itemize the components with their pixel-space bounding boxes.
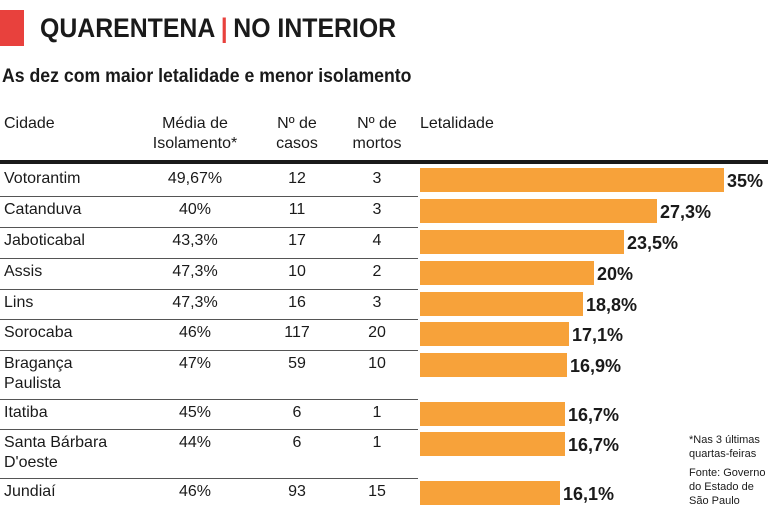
casos-value: 59: [288, 355, 306, 372]
source-line3: São Paulo: [689, 495, 740, 507]
source-line2: do Estado de: [689, 481, 754, 493]
mortos-value: 15: [368, 483, 386, 500]
mortos-value: 3: [372, 170, 382, 187]
city-name: Catanduva: [4, 201, 82, 218]
source-line1: Fonte: Governo: [689, 467, 766, 479]
column-header-casos-line2: casos: [276, 135, 318, 152]
casos-value: 11: [288, 201, 306, 218]
letalidade-bar: [420, 481, 560, 505]
bar-value-label: 27,3%: [660, 202, 712, 222]
bar-value-label: 17,1%: [572, 325, 624, 345]
letalidade-bar: [420, 402, 565, 426]
footnote-line1: *Nas 3 últimas: [689, 434, 760, 446]
footnote-line2: quartas-feiras: [689, 448, 757, 460]
city-name: Santa Bárbara: [4, 434, 108, 451]
letalidade-bar: [420, 292, 583, 316]
bar-value-label: 16,7%: [568, 435, 620, 455]
isolamento-value: 46%: [178, 324, 212, 341]
header-rule: [0, 160, 768, 164]
title-separator: |: [220, 13, 228, 43]
casos-value: 117: [284, 324, 310, 341]
bar-value-label: 16,1%: [563, 484, 615, 504]
column-header-mortos-line2: mortos: [352, 135, 402, 152]
city-name: Jaboticabal: [4, 232, 85, 249]
mortos-value: 20: [368, 324, 386, 341]
row-separator: [0, 289, 418, 290]
isolamento-value: 46%: [178, 483, 212, 500]
city-name: Itatiba: [4, 404, 48, 421]
isolamento-value: 47,3%: [172, 263, 218, 280]
casos-value: 93: [288, 483, 306, 500]
mortos-value: 1: [372, 434, 382, 451]
row-separator: [0, 399, 418, 400]
isolamento-value: 47,3%: [172, 294, 218, 311]
bar-value-label: 18,8%: [586, 295, 638, 315]
column-header-casos: Nº de casos: [262, 114, 332, 154]
letalidade-bar: [420, 199, 657, 223]
city-name: D'oeste: [4, 454, 58, 471]
page-title: QUARENTENA | NO INTERIOR: [40, 12, 396, 44]
mortos-value: 3: [372, 201, 382, 218]
bar-value-label: 35%: [727, 171, 764, 191]
casos-value: 17: [288, 232, 306, 249]
city-name: Jundiaí: [4, 483, 56, 500]
city-name: Assis: [4, 263, 43, 280]
column-header-isolamento-line2: Isolamento*: [152, 135, 238, 152]
brand-square: [0, 10, 24, 46]
row-separator: [0, 196, 418, 197]
city-name: Paulista: [4, 375, 61, 392]
column-header-isolamento: Média de Isolamento*: [135, 114, 255, 154]
chart-subtitle: As dez com maior letalidade e menor isol…: [2, 66, 412, 87]
mortos-value: 4: [372, 232, 382, 249]
column-header-mortos-line1: Nº de: [357, 115, 397, 132]
bar-value-label: 23,5%: [627, 233, 679, 253]
mortos-value: 10: [368, 355, 386, 372]
mortos-value: 2: [372, 263, 382, 280]
isolamento-value: 47%: [178, 355, 212, 372]
city-name: Bragança: [4, 355, 73, 372]
city-name: Sorocaba: [4, 324, 73, 341]
casos-value: 6: [292, 404, 302, 421]
casos-value: 6: [292, 434, 302, 451]
letalidade-bar: [420, 322, 569, 346]
isolamento-value: 40%: [178, 201, 212, 218]
bar-value-label: 20%: [597, 264, 634, 284]
isolamento-value: 44%: [178, 434, 212, 451]
title-left: QUARENTENA: [40, 13, 216, 43]
letalidade-bar: [420, 353, 567, 377]
isolamento-value: 49,67%: [167, 170, 223, 187]
casos-value: 10: [288, 263, 306, 280]
column-header-letalidade: Letalidade: [420, 115, 494, 132]
row-separator: [0, 319, 418, 320]
bar-value-label: 16,7%: [568, 405, 620, 425]
row-separator: [0, 478, 418, 479]
bar-value-label: 16,9%: [570, 356, 622, 376]
mortos-value: 3: [372, 294, 382, 311]
row-separator: [0, 429, 418, 430]
title-right: NO INTERIOR: [233, 13, 397, 43]
letalidade-bar: [420, 261, 594, 285]
column-header-isolamento-line1: Média de: [162, 115, 228, 132]
row-separator: [0, 350, 418, 351]
isolamento-value: 45%: [178, 404, 212, 421]
city-name: Lins: [4, 294, 34, 311]
city-name: Votorantim: [4, 170, 81, 187]
column-header-casos-line1: Nº de: [277, 115, 317, 132]
column-header-cidade: Cidade: [4, 115, 55, 132]
row-separator: [0, 258, 418, 259]
column-header-mortos: Nº de mortos: [342, 114, 412, 154]
mortos-value: 1: [372, 404, 382, 421]
row-separator: [0, 227, 418, 228]
letalidade-bar: [420, 168, 724, 192]
letalidade-bar: [420, 432, 565, 456]
letalidade-bar: [420, 230, 624, 254]
casos-value: 16: [288, 294, 306, 311]
casos-value: 12: [288, 170, 306, 187]
isolamento-value: 43,3%: [172, 232, 218, 249]
